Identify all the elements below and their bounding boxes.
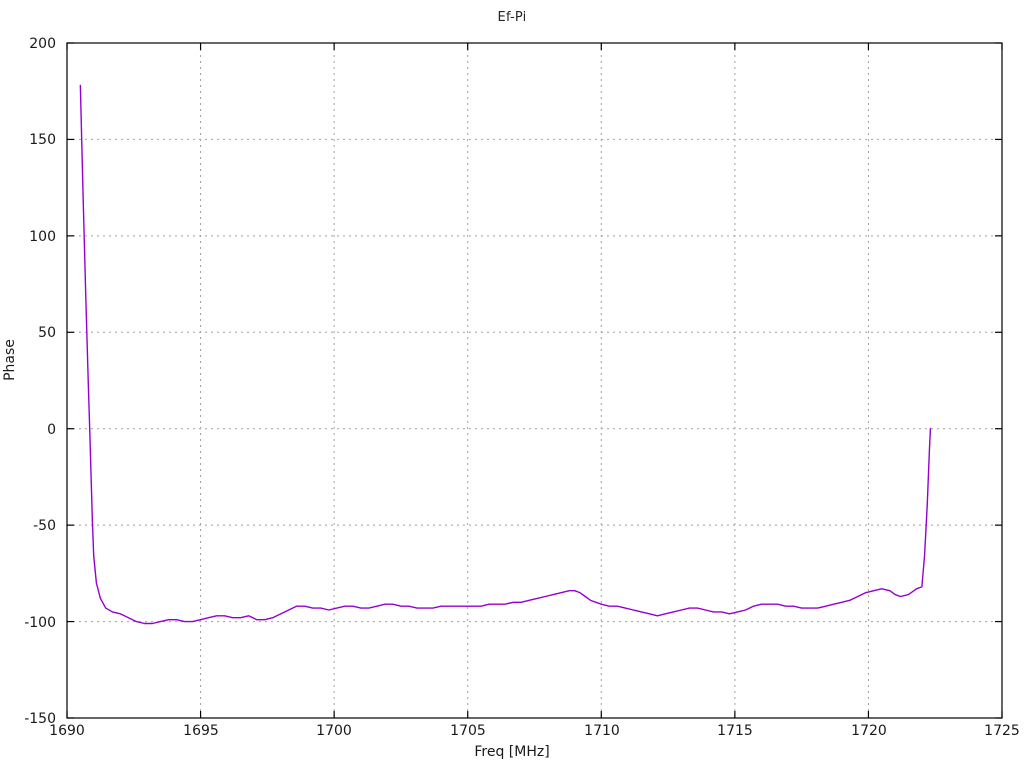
data-series-line	[79, 84, 932, 625]
x-tick-label: 1705	[450, 723, 486, 739]
x-tick-label: 1695	[183, 723, 219, 739]
plot-border	[66, 42, 1003, 719]
y-tick-label: -50	[33, 518, 56, 534]
x-tick-label: 1690	[49, 723, 85, 739]
y-tick-label: 50	[38, 325, 56, 341]
gridlines	[67, 43, 1002, 718]
y-tick-label: 0	[47, 422, 56, 438]
x-tick-label: 1700	[316, 723, 352, 739]
y-tick-label: -100	[24, 615, 56, 631]
x-axis-label: Freq [MHz]	[474, 744, 550, 760]
x-tick-label: 1725	[984, 723, 1020, 739]
y-tick-label: -150	[24, 711, 56, 727]
chart-title: Ef-Pi	[497, 10, 527, 25]
x-tick-label: 1720	[851, 723, 887, 739]
y-tick-label: 150	[29, 132, 56, 148]
x-tick-label: 1715	[717, 723, 753, 739]
axis-ticks	[66, 42, 1003, 719]
y-tick-label: 200	[29, 36, 56, 52]
y-tick-label: 100	[29, 229, 56, 245]
x-tick-label: 1710	[584, 723, 620, 739]
